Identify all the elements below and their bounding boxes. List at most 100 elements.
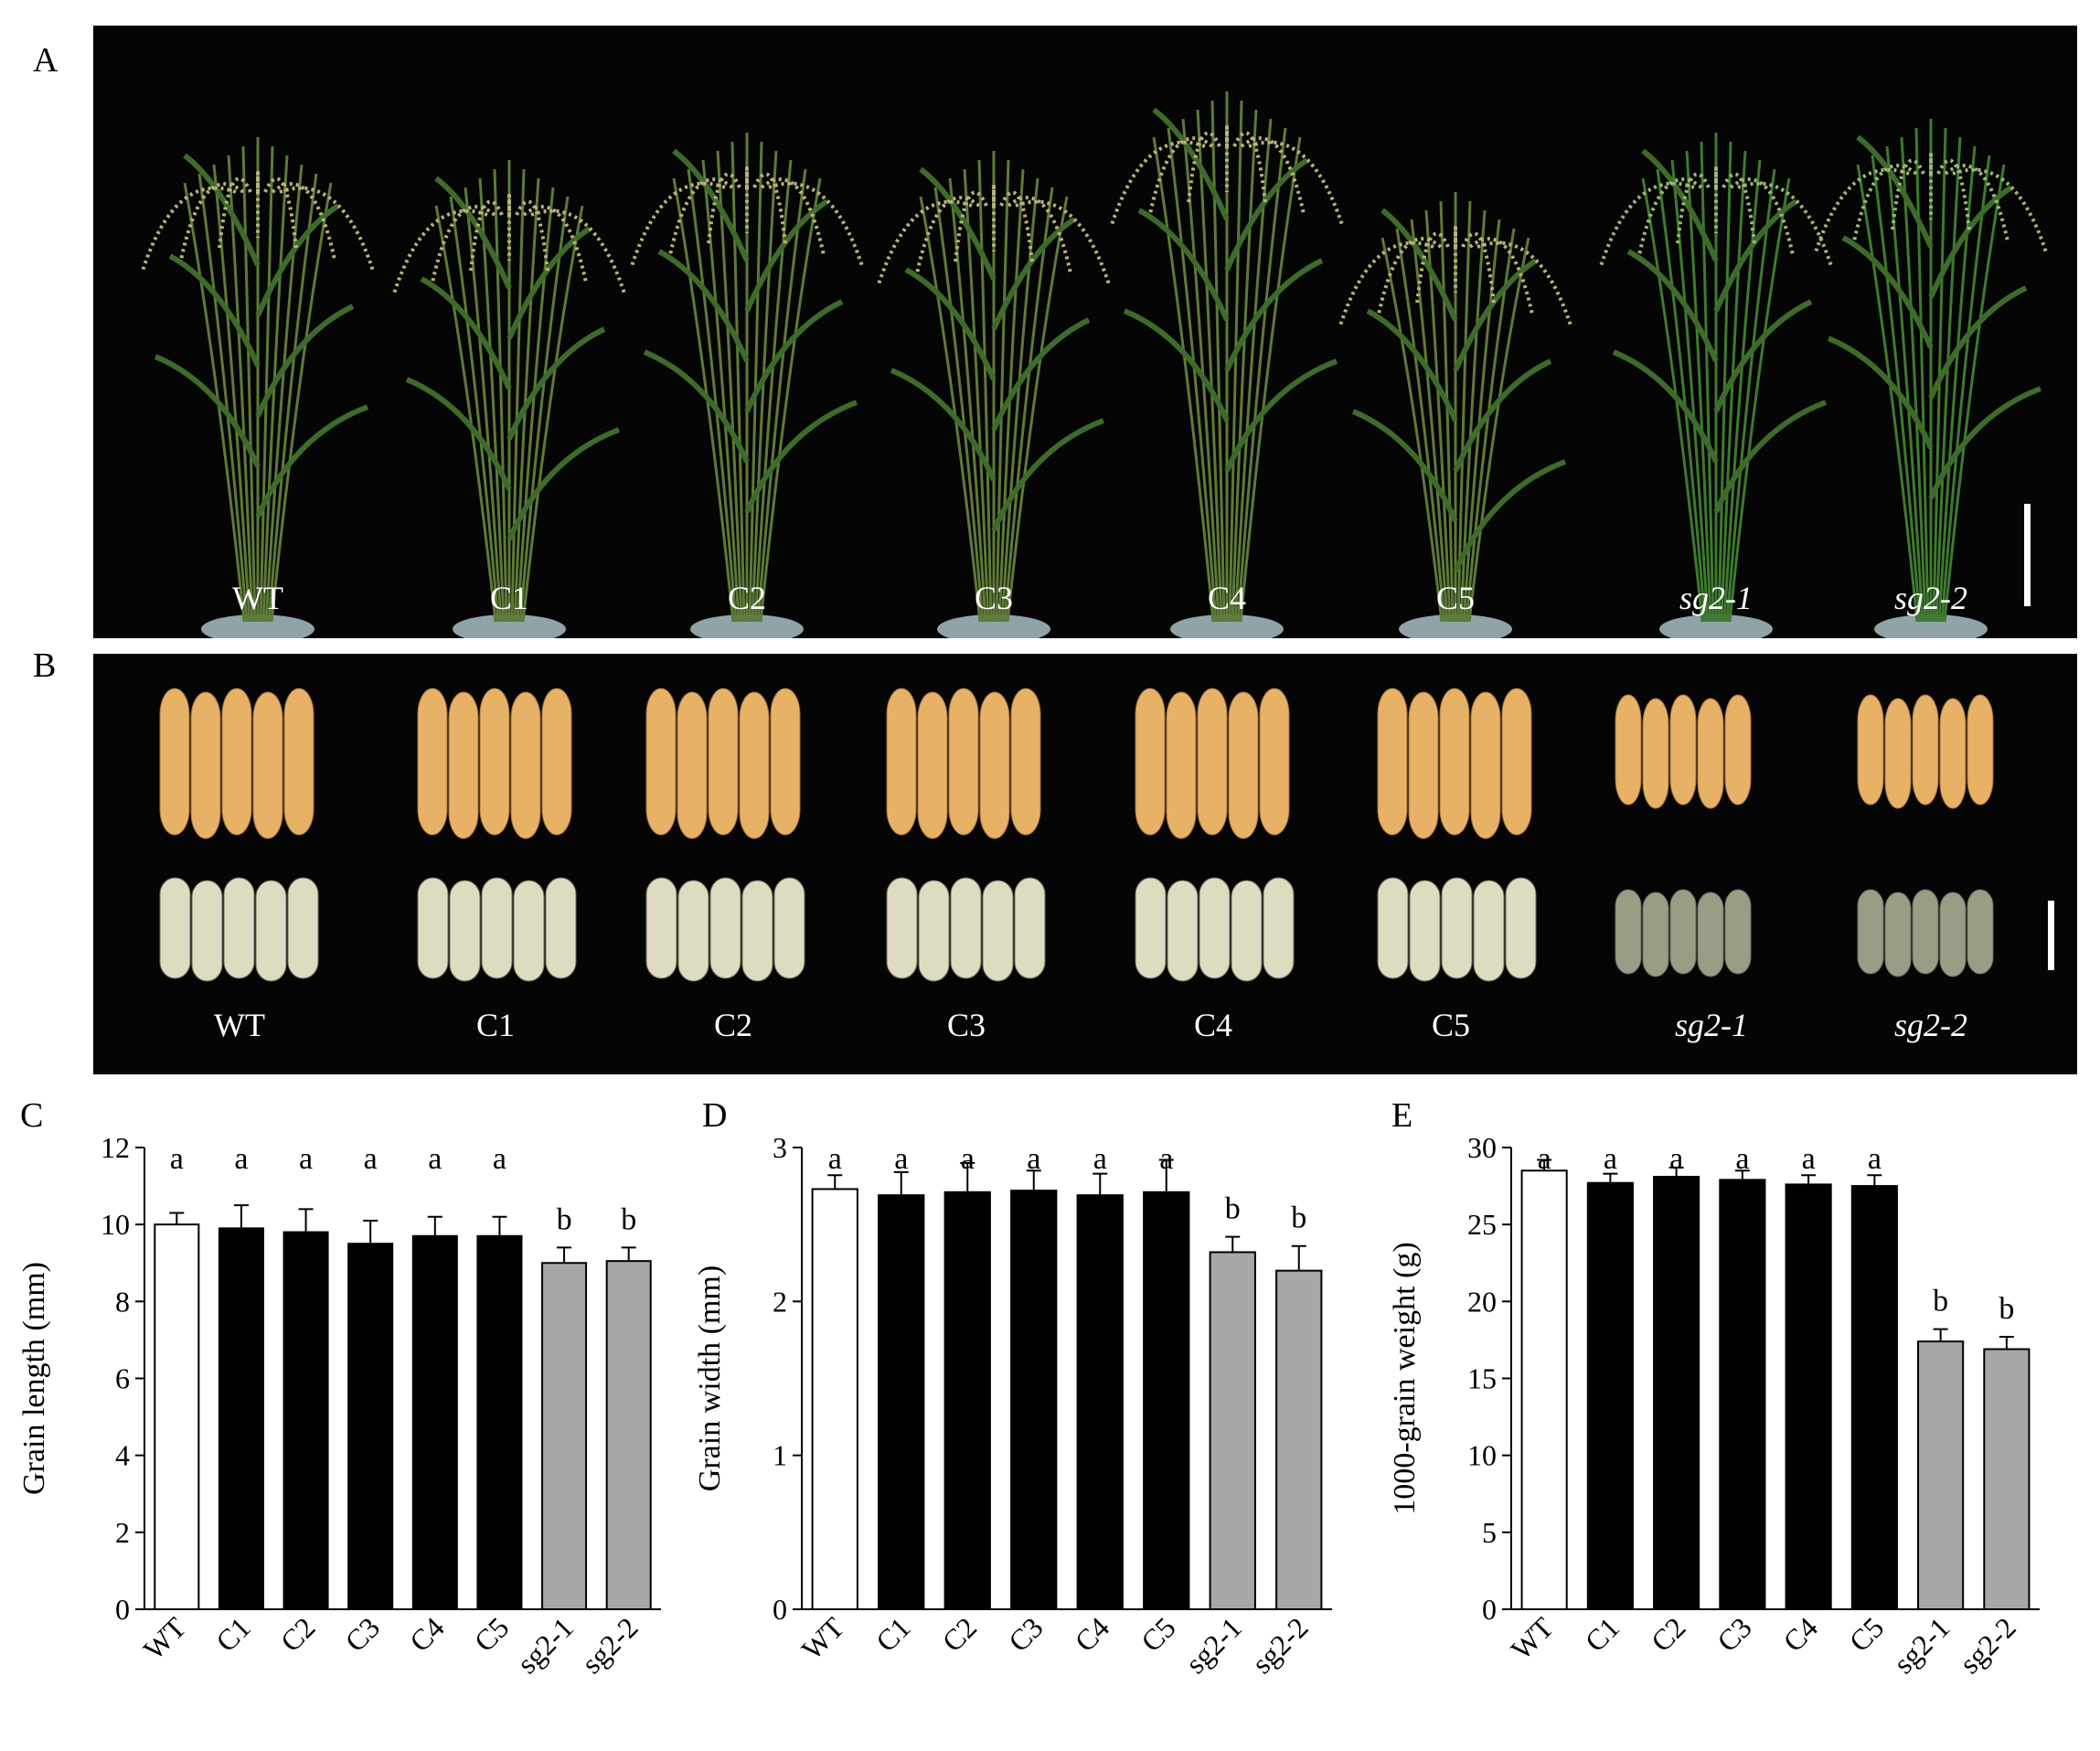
x-tick-label: C2 bbox=[1645, 1610, 1692, 1658]
rice-plant bbox=[141, 137, 375, 638]
y-tick-label: 3 bbox=[773, 1131, 787, 1164]
significance-label: a bbox=[961, 1142, 975, 1176]
hulled-grain bbox=[1912, 694, 1939, 806]
significance-label: a bbox=[428, 1142, 442, 1176]
brown-rice-grain bbox=[1884, 892, 1912, 977]
hulled-grain bbox=[159, 688, 190, 836]
plant-label: C5 bbox=[1435, 580, 1476, 616]
brown-rice-grain bbox=[449, 880, 481, 982]
y-tick-label: 25 bbox=[1467, 1208, 1497, 1241]
brown-rice-grain bbox=[1167, 880, 1199, 982]
hulled-grain bbox=[510, 691, 541, 839]
y-tick-label: 30 bbox=[1467, 1131, 1497, 1164]
hulled-grain bbox=[448, 691, 479, 839]
brown-rice-grain bbox=[1409, 880, 1441, 982]
hulled-grain bbox=[1135, 688, 1166, 836]
brown-rice-grain bbox=[287, 877, 319, 979]
bar-chart-grain-weight: 1000-grain weight (g) 0 5 10 15 20 25 30 a WT a C1 a… bbox=[1388, 1131, 2040, 1680]
bar bbox=[1586, 1181, 1634, 1610]
plant-photo-panel: WT C1 C2 C3 C4 C5 sg2-1 sg2-2 bbox=[93, 26, 2077, 638]
hulled-grain bbox=[283, 688, 314, 836]
hulled-grain bbox=[1228, 691, 1259, 839]
significance-label: a bbox=[1538, 1142, 1551, 1176]
chart-grain-length: Grain length (mm) 0 2 4 6 8 10 12 a WT a C1 a C2 a C3 a C… bbox=[0, 1120, 681, 1751]
brown-rice-grain bbox=[1014, 877, 1046, 979]
significance-label: a bbox=[1868, 1142, 1881, 1176]
brown-rice-grain bbox=[1615, 889, 1642, 975]
hulled-grain bbox=[1642, 698, 1669, 809]
bar bbox=[1917, 1340, 1965, 1610]
brown-rice-grain bbox=[1912, 889, 1939, 975]
brown-rice-grain bbox=[1669, 889, 1697, 975]
significance-label: a bbox=[1093, 1142, 1107, 1176]
brown-rice-grain bbox=[918, 880, 950, 982]
y-tick-label: 10 bbox=[101, 1208, 130, 1241]
scale-bar bbox=[2024, 504, 2031, 606]
hulled-grain bbox=[948, 688, 979, 836]
plant-label: sg2-2 bbox=[1894, 580, 1967, 616]
x-tick-label: C1 bbox=[209, 1610, 257, 1658]
brown-rice-grain bbox=[545, 877, 577, 979]
brown-rice-grain bbox=[709, 877, 741, 979]
significance-label: a bbox=[493, 1142, 506, 1176]
brown-rice-grain bbox=[1441, 877, 1473, 979]
bar bbox=[1076, 1194, 1124, 1611]
bar bbox=[1719, 1179, 1766, 1610]
bar bbox=[347, 1243, 394, 1610]
y-tick-label: 8 bbox=[115, 1285, 130, 1318]
rice-plant bbox=[877, 151, 1111, 638]
plant-label: C3 bbox=[974, 580, 1014, 616]
brown-rice-grain bbox=[417, 877, 449, 979]
significance-label: a bbox=[299, 1142, 313, 1176]
hulled-grain bbox=[1197, 688, 1228, 836]
grain-label: C3 bbox=[946, 1007, 986, 1043]
x-tick-label: C3 bbox=[338, 1610, 386, 1658]
plant-pot bbox=[1170, 614, 1284, 638]
grain-group bbox=[1857, 694, 1994, 977]
grain-group bbox=[1135, 688, 1295, 982]
y-tick-label: 2 bbox=[773, 1285, 787, 1318]
brown-rice-grain bbox=[950, 877, 982, 979]
rice-plant bbox=[1599, 133, 1833, 638]
x-tick-label: C5 bbox=[1842, 1610, 1890, 1658]
brown-rice-grain bbox=[513, 880, 545, 982]
bar bbox=[154, 1223, 200, 1611]
hulled-grain bbox=[252, 691, 283, 839]
hulled-grain bbox=[1884, 698, 1912, 809]
x-tick-label: WT bbox=[137, 1610, 193, 1666]
significance-label: a bbox=[1159, 1142, 1173, 1176]
hulled-grain bbox=[979, 691, 1010, 839]
plant-pot bbox=[1874, 614, 1988, 638]
significance-label: a bbox=[170, 1142, 184, 1176]
hulled-grain bbox=[1470, 691, 1501, 839]
rice-plant bbox=[1338, 192, 1572, 638]
hulled-grain bbox=[1697, 698, 1724, 809]
brown-rice-grain bbox=[773, 877, 805, 979]
plant-pot bbox=[937, 614, 1050, 638]
bar bbox=[1275, 1269, 1323, 1611]
y-tick-label: 6 bbox=[115, 1362, 130, 1395]
bar bbox=[282, 1231, 329, 1610]
x-tick-label: C1 bbox=[1578, 1610, 1626, 1658]
brown-rice-grain bbox=[886, 877, 918, 979]
hulled-grain bbox=[1010, 688, 1041, 836]
hulled-grain bbox=[190, 691, 221, 839]
hulled-grain bbox=[1857, 694, 1884, 806]
bar bbox=[1143, 1190, 1190, 1610]
chart-grain-width: Grain width (mm) 0 1 2 3 a WT a C1 a C2 a C3 a C4 a C5 b s… bbox=[681, 1120, 1376, 1751]
bar bbox=[605, 1260, 652, 1610]
hulled-grain bbox=[677, 691, 708, 839]
bar bbox=[1653, 1175, 1700, 1610]
brown-rice-grain bbox=[1724, 889, 1752, 975]
significance-label: a bbox=[1027, 1142, 1040, 1176]
hulled-grain bbox=[886, 688, 917, 836]
brown-rice-grain bbox=[677, 880, 709, 982]
plant-photo-image bbox=[141, 91, 2048, 638]
x-tick-label: C5 bbox=[468, 1610, 516, 1658]
y-axis-label: Grain width (mm) bbox=[693, 1265, 727, 1491]
brown-rice-grain bbox=[223, 877, 255, 979]
plant-pot bbox=[690, 614, 804, 638]
significance-label: a bbox=[894, 1142, 908, 1176]
significance-label: b bbox=[1291, 1201, 1306, 1235]
bar-chart-grain-length: Grain length (mm) 0 2 4 6 8 10 12 a WT a C1 a C2 a C3 a C… bbox=[17, 1131, 661, 1680]
